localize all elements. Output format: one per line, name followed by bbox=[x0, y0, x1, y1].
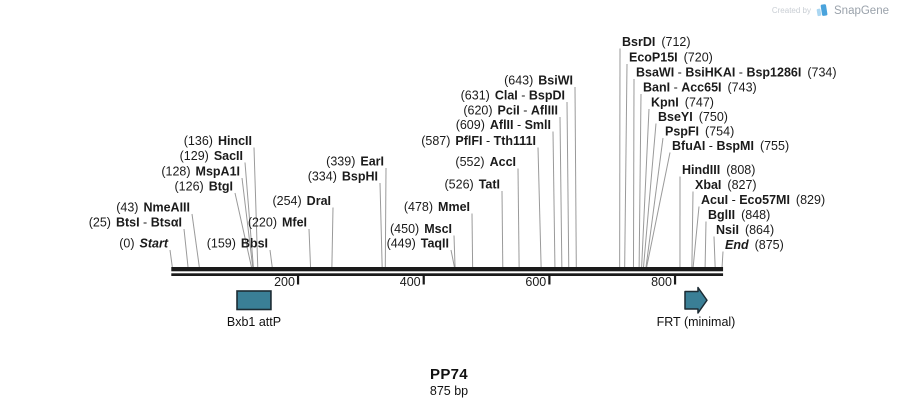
axis-tick-800 bbox=[673, 276, 677, 285]
site-label-bsiwi[interactable]: (643) BsiWI bbox=[504, 74, 573, 88]
site-connector-bani bbox=[638, 93, 642, 268]
site-connector-nmeaiii bbox=[191, 213, 200, 268]
site-label-mmei[interactable]: (478) MmeI bbox=[404, 200, 470, 214]
site-connector-drai bbox=[331, 207, 334, 268]
site-connector-hincii bbox=[253, 147, 259, 268]
site-label-btsi[interactable]: (25) BtsI - BtsαI bbox=[89, 216, 182, 230]
site-connector-start bbox=[169, 249, 173, 268]
feature-frt-minimal[interactable] bbox=[684, 286, 708, 314]
site-connector-bseyi bbox=[643, 123, 657, 268]
site-connector-aflii bbox=[552, 131, 556, 268]
created-by-text: Created by bbox=[771, 6, 811, 15]
site-connector-mspa1i bbox=[241, 177, 254, 268]
site-connector-bbsi bbox=[269, 249, 273, 268]
sequence-line-bottom bbox=[171, 273, 724, 276]
site-label-end[interactable]: End (875) bbox=[725, 238, 784, 252]
site-connector-eari bbox=[384, 167, 387, 268]
site-connector-acui bbox=[692, 206, 700, 268]
site-connector-xbai bbox=[691, 191, 694, 268]
site-connector-bglii bbox=[704, 221, 707, 268]
site-label-bsawi[interactable]: BsaWI - BsiHKAI - Bsp1286I (734) bbox=[636, 66, 837, 80]
map-title: PP74 bbox=[430, 366, 468, 383]
axis-tick-label-600: 600 bbox=[525, 275, 546, 289]
site-label-kpni[interactable]: KpnI (747) bbox=[651, 96, 714, 110]
site-connector-pflfi bbox=[537, 147, 542, 268]
site-label-ecop15i[interactable]: EcoP15I (720) bbox=[629, 51, 713, 65]
site-label-bsrdi[interactable]: BsrDI (712) bbox=[622, 35, 691, 49]
site-connector-bsiwi bbox=[574, 86, 577, 268]
feature-label-frt-minimal: FRT (minimal) bbox=[657, 315, 736, 329]
site-label-aflii[interactable]: (609) AflII - SmlI bbox=[456, 118, 551, 132]
sequence-line-top bbox=[171, 267, 724, 272]
site-connector-ecop15i bbox=[624, 63, 628, 268]
site-label-mfei[interactable]: (220) MfeI bbox=[248, 216, 307, 230]
site-connector-end bbox=[721, 251, 724, 268]
site-label-pflfi[interactable]: (587) PflFI - Tth111I bbox=[421, 134, 536, 148]
site-label-acui[interactable]: AcuI - Eco57MI (829) bbox=[701, 193, 825, 207]
site-label-pcii[interactable]: (620) PciI - AflIII bbox=[463, 104, 558, 118]
feature-label-bxb1-attp: Bxb1 attP bbox=[227, 315, 281, 329]
watermark: Created by SnapGene bbox=[772, 3, 889, 18]
snapgene-brand-text: SnapGene bbox=[834, 4, 889, 17]
site-connector-taqii bbox=[450, 249, 455, 268]
site-label-sacii[interactable]: (129) SacII bbox=[180, 149, 243, 163]
map-title-block: PP74 875 bp bbox=[0, 366, 898, 398]
site-label-pspfi[interactable]: PspFI (754) bbox=[665, 125, 734, 139]
site-connector-sacii bbox=[244, 162, 254, 268]
site-connector-msci bbox=[453, 235, 456, 268]
snapgene-logo-icon bbox=[816, 4, 828, 17]
site-label-start[interactable]: (0) Start bbox=[119, 237, 169, 251]
site-label-bfuai[interactable]: BfuAI - BspMI (755) bbox=[672, 139, 789, 153]
site-connector-mfei bbox=[308, 228, 312, 268]
site-connector-pcii bbox=[559, 116, 563, 268]
site-connector-kpni bbox=[641, 108, 650, 268]
site-label-btgi[interactable]: (126) BtgI bbox=[175, 180, 234, 194]
site-connector-bsawi bbox=[632, 78, 635, 268]
site-label-bseyi[interactable]: BseYI (750) bbox=[658, 110, 728, 124]
feature-bxb1-attp[interactable] bbox=[236, 290, 272, 311]
site-label-xbai[interactable]: XbaI (827) bbox=[695, 178, 757, 192]
site-label-clai[interactable]: (631) ClaI - BspDI bbox=[461, 89, 565, 103]
axis-tick-200 bbox=[296, 276, 300, 285]
site-label-drai[interactable]: (254) DraI bbox=[272, 194, 331, 208]
site-label-nmeaiii[interactable]: (43) NmeAIII bbox=[116, 201, 190, 215]
site-label-hindiii[interactable]: HindIII (808) bbox=[682, 163, 755, 177]
site-label-bani[interactable]: BanI - Acc65I (743) bbox=[643, 81, 757, 95]
site-label-acci[interactable]: (552) AccI bbox=[455, 155, 516, 169]
site-connector-btsi bbox=[183, 228, 189, 268]
site-label-hincii[interactable]: (136) HincII bbox=[184, 134, 252, 148]
axis-tick-600 bbox=[548, 276, 551, 285]
site-label-tati[interactable]: (526) TatI bbox=[445, 178, 500, 192]
site-label-eari[interactable]: (339) EarI bbox=[326, 155, 384, 169]
axis-tick-label-800: 800 bbox=[651, 275, 672, 289]
site-connector-pspfi bbox=[645, 137, 664, 268]
site-label-mspa1i[interactable]: (128) MspA1I bbox=[161, 165, 240, 179]
site-connector-nsii bbox=[713, 236, 716, 268]
site-label-bglii[interactable]: BglII (848) bbox=[708, 208, 770, 222]
site-connector-bfuai bbox=[646, 152, 671, 268]
site-connector-bsphi bbox=[379, 182, 383, 268]
site-label-bsphi[interactable]: (334) BspHI bbox=[308, 170, 378, 184]
axis-tick-400 bbox=[422, 276, 425, 285]
site-connector-mmei bbox=[471, 213, 474, 268]
site-label-msci[interactable]: (450) MscI bbox=[390, 222, 452, 236]
site-label-taqii[interactable]: (449) TaqII bbox=[387, 237, 449, 251]
site-label-nsii[interactable]: NsiI (864) bbox=[716, 223, 774, 237]
axis-tick-label-200: 200 bbox=[274, 275, 295, 289]
site-connector-clai bbox=[566, 101, 570, 268]
site-connector-tati bbox=[501, 190, 504, 268]
site-connector-acci bbox=[517, 168, 520, 268]
axis-tick-label-400: 400 bbox=[400, 275, 421, 289]
site-label-bbsi[interactable]: (159) BbsI bbox=[207, 237, 268, 251]
site-connector-btgi bbox=[234, 192, 252, 268]
map-length: 875 bp bbox=[429, 384, 469, 398]
